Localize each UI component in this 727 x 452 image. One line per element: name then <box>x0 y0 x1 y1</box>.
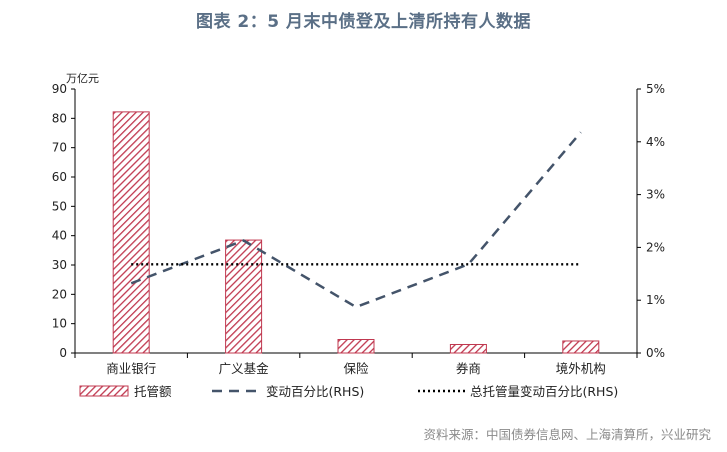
left-tick-label: 70 <box>52 141 67 155</box>
right-tick-label: 3% <box>646 188 665 202</box>
left-tick-label: 10 <box>52 317 67 331</box>
category-label: 保险 <box>343 361 369 376</box>
category-label: 券商 <box>456 361 481 376</box>
legend-label-dashed: 变动百分比(RHS) <box>266 384 364 399</box>
left-tick-label: 60 <box>52 170 67 184</box>
category-label: 商业银行 <box>106 361 156 376</box>
left-tick-label: 0 <box>59 346 67 360</box>
bar <box>449 343 487 354</box>
left-tick-label: 20 <box>52 287 67 301</box>
left-axis-unit: 万亿元 <box>66 72 99 85</box>
right-tick-label: 5% <box>646 82 665 96</box>
left-tick-label: 80 <box>52 111 67 125</box>
legend-swatch-bar <box>79 385 129 397</box>
source-note: 资料来源：中国债券信息网、上海清算所，兴业研究 <box>423 427 711 442</box>
bar <box>225 239 263 354</box>
left-tick-label: 50 <box>52 199 67 213</box>
legend-label-bar: 托管额 <box>134 384 172 399</box>
left-tick-label: 40 <box>52 229 67 243</box>
legend-label-dotted: 总托管量变动百分比(RHS) <box>470 384 618 399</box>
category-label: 广义基金 <box>219 361 270 376</box>
bar <box>112 111 150 354</box>
bar <box>337 339 375 354</box>
right-tick-label: 4% <box>646 135 665 149</box>
left-tick-label: 90 <box>52 82 67 96</box>
right-tick-label: 2% <box>646 240 665 254</box>
category-label: 境外机构 <box>556 361 606 376</box>
left-tick-label: 30 <box>52 258 67 272</box>
chart-title: 图表 2：5 月末中债登及上清所持有人数据 <box>196 12 531 32</box>
bar <box>562 340 600 354</box>
right-tick-label: 0% <box>646 346 665 360</box>
series-line-change-percent <box>130 131 582 309</box>
right-tick-label: 1% <box>646 293 665 307</box>
